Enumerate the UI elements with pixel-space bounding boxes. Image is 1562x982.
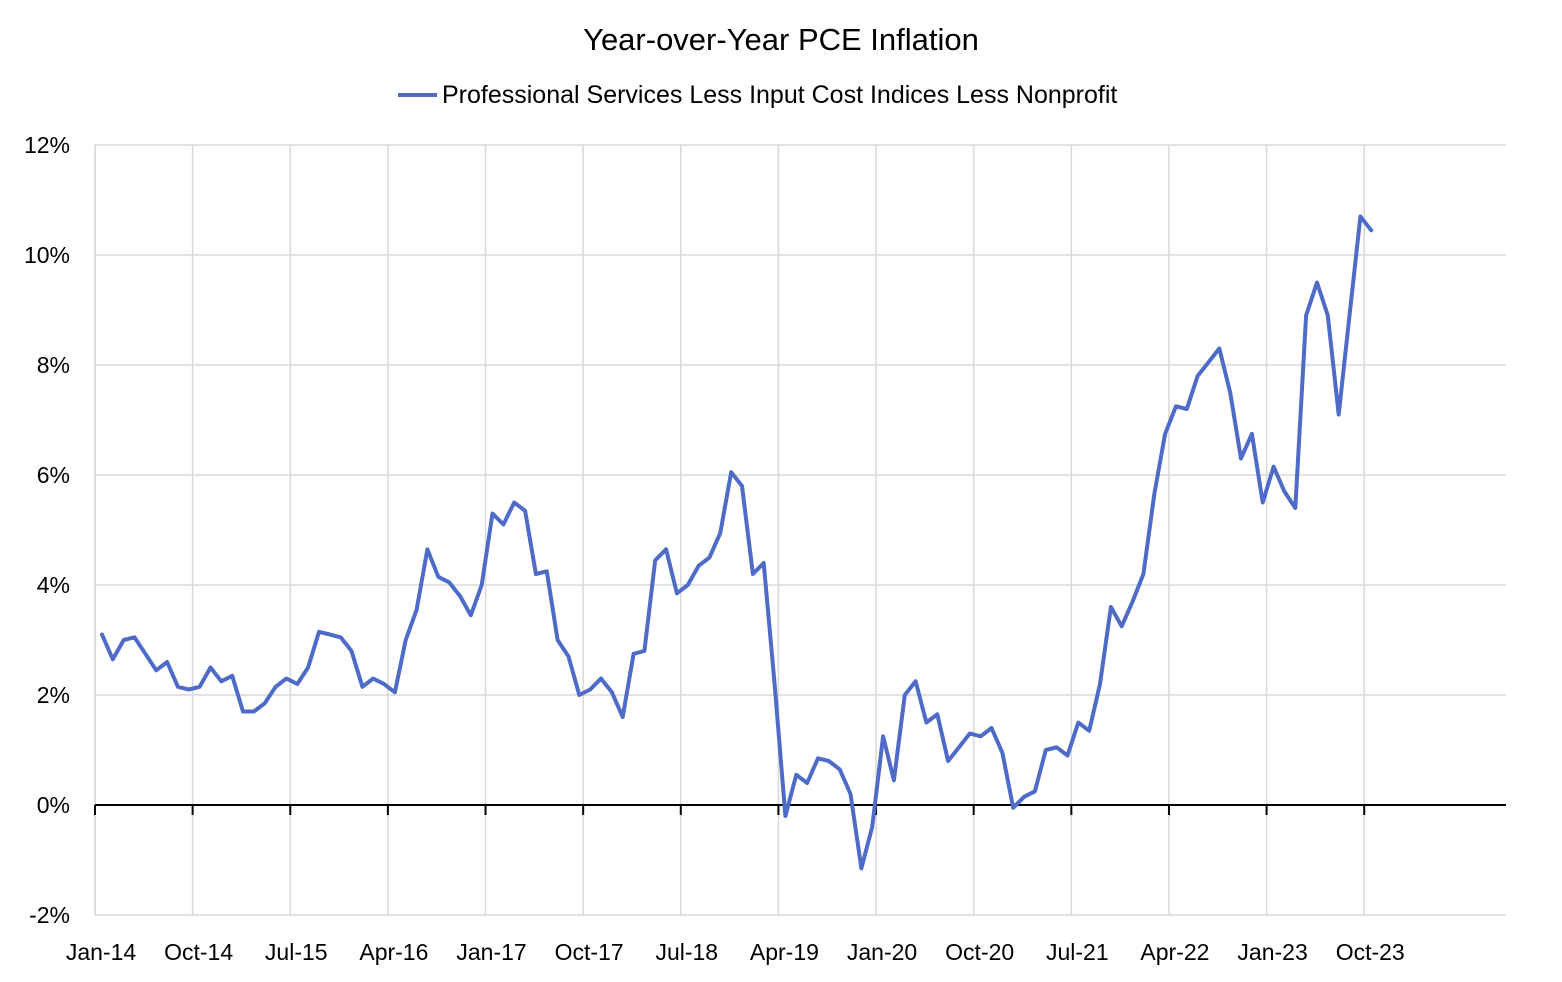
y-tick-label: 6% (37, 462, 70, 488)
x-axis-ticks: Jan-14 Oct-14 Jul-15 Apr-16 Jan-17 Oct-17 Jul-… (66, 939, 1405, 965)
y-tick-label: 2% (37, 682, 70, 708)
x-tick-label: Jan-14 (66, 939, 137, 965)
y-tick-label: 8% (37, 352, 70, 378)
y-tick-label: 0% (37, 792, 70, 818)
x-tick-label: Oct-23 (1336, 939, 1405, 965)
x-tick-label: Oct-14 (164, 939, 233, 965)
x-tick-label: Jul-21 (1046, 939, 1109, 965)
x-tick-label: Oct-17 (555, 939, 624, 965)
series-line (100, 214, 1374, 871)
gridlines (94, 144, 1506, 916)
x-tick-label: Apr-19 (750, 939, 819, 965)
x-axis-tick-marks (94, 805, 1366, 815)
chart-title: Year-over-Year PCE Inflation (583, 22, 979, 57)
x-tick-label: Apr-22 (1140, 939, 1209, 965)
x-tick-label: Oct-20 (945, 939, 1014, 965)
y-axis-ticks: -2% 0% 2% 4% 6% 8% 10% 12% (24, 132, 70, 928)
x-tick-label: Jan-23 (1237, 939, 1307, 965)
y-tick-label: 4% (37, 572, 70, 598)
x-tick-label: Jan-20 (847, 939, 917, 965)
y-tick-label: 12% (24, 132, 70, 158)
y-tick-label: -2% (29, 902, 70, 928)
x-tick-label: Jan-17 (456, 939, 526, 965)
x-tick-label: Apr-16 (359, 939, 428, 965)
x-tick-label: Jul-18 (655, 939, 718, 965)
y-tick-label: 10% (24, 242, 70, 268)
legend-label: Professional Services Less Input Cost In… (442, 81, 1117, 109)
legend: Professional Services Less Input Cost In… (398, 81, 1117, 109)
x-tick-label: Jul-15 (265, 939, 328, 965)
